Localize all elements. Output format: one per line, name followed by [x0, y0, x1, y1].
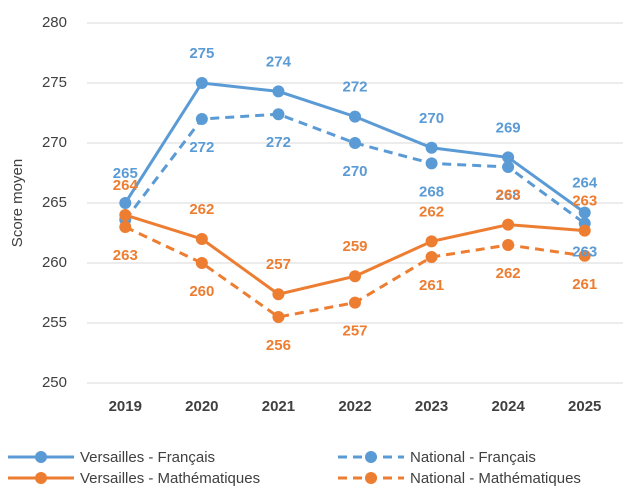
legend-label: Versailles - Mathématiques — [80, 470, 260, 487]
data-point — [272, 311, 285, 323]
y-tick-label: 260 — [42, 254, 67, 271]
data-point — [578, 206, 591, 219]
y-tick-label: 270 — [42, 134, 67, 151]
x-tick-label: 2025 — [568, 398, 601, 415]
data-label: 268 — [496, 187, 521, 204]
data-point — [119, 209, 132, 221]
data-label: 274 — [266, 53, 292, 70]
y-tick-label: 265 — [42, 194, 67, 211]
data-label: 268 — [419, 183, 444, 200]
legend-marker — [365, 451, 377, 463]
y-tick-label: 255 — [42, 314, 67, 331]
data-label: 270 — [342, 163, 367, 180]
data-label: 256 — [266, 337, 291, 354]
legend-marker — [365, 472, 377, 484]
data-point — [272, 85, 285, 98]
data-point — [502, 218, 515, 231]
data-point — [195, 77, 208, 89]
data-label: 269 — [496, 119, 521, 136]
legend-label: National - Mathématiques — [410, 470, 581, 487]
x-tick-label: 2021 — [262, 398, 295, 415]
data-label: 272 — [342, 79, 367, 96]
legend-label: National - Français — [410, 449, 536, 466]
y-tick-label: 280 — [42, 14, 67, 31]
data-label: 263 — [572, 243, 597, 260]
data-label: 263 — [572, 193, 597, 210]
data-label: 262 — [189, 201, 214, 218]
data-label: 265 — [113, 165, 138, 182]
y-tick-label: 275 — [42, 74, 67, 91]
data-label: 262 — [496, 265, 521, 282]
x-tick-label: 2019 — [109, 398, 142, 415]
legend-marker — [35, 451, 47, 463]
data-point — [349, 296, 361, 309]
data-point — [578, 249, 591, 262]
data-point — [195, 113, 208, 125]
data-label: 261 — [419, 277, 444, 294]
data-label: 261 — [572, 276, 597, 293]
data-point — [425, 157, 438, 170]
data-label: 264 — [572, 175, 598, 192]
data-label: 262 — [419, 203, 444, 220]
data-point — [578, 224, 591, 237]
y-axis-label: Score moyen — [9, 159, 26, 247]
data-point — [349, 137, 361, 149]
data-label: 263 — [113, 247, 138, 264]
data-label: 270 — [419, 110, 444, 127]
legend-label: Versailles - Français — [80, 449, 215, 466]
data-label: 272 — [189, 139, 214, 156]
data-point — [349, 110, 361, 123]
data-point — [502, 161, 515, 173]
data-label: 257 — [342, 323, 367, 340]
x-tick-label: 2024 — [491, 398, 525, 415]
data-point — [425, 251, 438, 263]
x-tick-label: 2020 — [185, 398, 218, 415]
data-point — [272, 108, 285, 121]
data-point — [119, 197, 132, 209]
data-label: 260 — [189, 283, 214, 300]
x-tick-label: 2023 — [415, 398, 448, 415]
data-label: 257 — [266, 256, 291, 273]
data-label: 275 — [189, 45, 214, 62]
data-point — [425, 141, 438, 154]
data-point — [425, 235, 438, 248]
data-point — [349, 270, 361, 283]
y-tick-label: 250 — [42, 374, 67, 391]
data-point — [502, 239, 515, 251]
data-point — [195, 257, 208, 269]
x-tick-label: 2022 — [338, 398, 371, 415]
data-label: 259 — [342, 238, 367, 255]
data-label: 263 — [496, 187, 521, 204]
legend-marker — [35, 472, 47, 484]
data-label: 264 — [113, 177, 139, 194]
data-label: 272 — [266, 134, 291, 151]
data-point — [119, 221, 132, 233]
data-point — [272, 288, 285, 301]
data-point — [195, 233, 208, 245]
data-point — [502, 151, 515, 164]
